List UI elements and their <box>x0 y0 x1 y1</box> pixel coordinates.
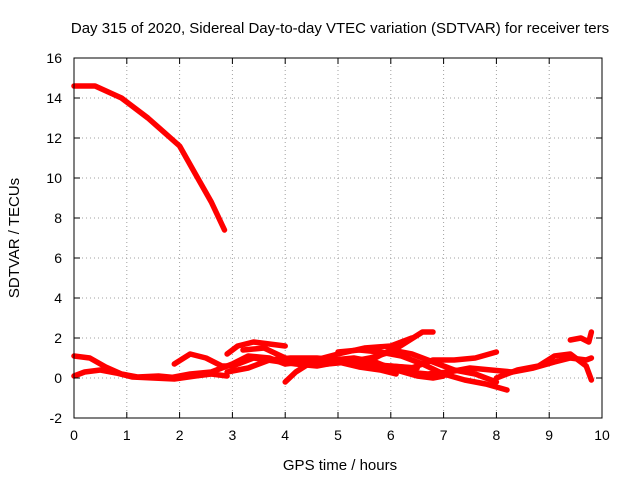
x-tick-label: 0 <box>70 427 78 443</box>
chart-title: Day 315 of 2020, Sidereal Day-to-day VTE… <box>71 20 609 37</box>
x-tick-label: 3 <box>229 427 237 443</box>
y-tick-label: -2 <box>50 410 63 426</box>
series-group <box>71 83 595 393</box>
series-line-s8 <box>240 329 436 367</box>
x-tick-label: 5 <box>334 427 342 443</box>
y-tick-label: 12 <box>46 130 62 146</box>
series-line-s12 <box>388 349 500 371</box>
grid <box>74 58 602 418</box>
y-tick-label: 10 <box>46 170 62 186</box>
series-line-s9 <box>282 355 447 385</box>
y-tick-label: 6 <box>54 250 62 266</box>
y-tick-label: 16 <box>46 50 62 66</box>
x-tick-label: 1 <box>123 427 131 443</box>
series-line-s14 <box>493 351 595 383</box>
x-axis-label: GPS time / hours <box>283 457 397 474</box>
x-tick-label: 4 <box>281 427 289 443</box>
x-tick-label: 7 <box>440 427 448 443</box>
y-axis-label: SDTVAR / TECUs <box>6 178 23 298</box>
y-tick-label: 0 <box>54 370 62 386</box>
x-tick-label: 9 <box>545 427 553 443</box>
y-tick-label: 4 <box>54 290 62 306</box>
series-line-s15 <box>567 329 595 345</box>
y-tick-label: 14 <box>46 90 62 106</box>
x-tick-label: 6 <box>387 427 395 443</box>
series-line-s6 <box>224 339 288 357</box>
y-tick-label: 2 <box>54 330 62 346</box>
x-tick-label: 8 <box>493 427 501 443</box>
x-tick-label: 2 <box>176 427 184 443</box>
x-tick-label: 10 <box>594 427 610 443</box>
y-tick-label: 8 <box>54 210 62 226</box>
series-line-s1 <box>71 83 228 233</box>
